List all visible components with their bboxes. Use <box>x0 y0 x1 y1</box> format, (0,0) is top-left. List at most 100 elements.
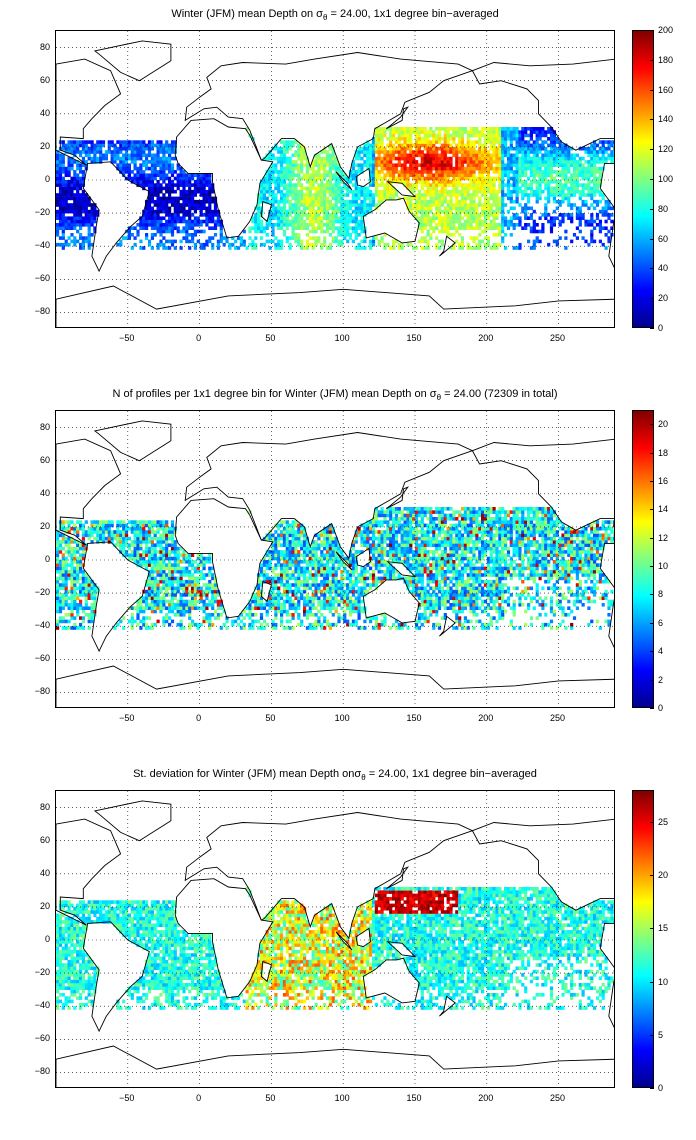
data-cell <box>150 546 154 551</box>
data-cell <box>547 196 551 201</box>
data-cell <box>412 189 416 194</box>
data-cell <box>162 560 166 564</box>
data-cell <box>185 223 189 227</box>
data-cell <box>449 146 453 151</box>
data-cell <box>58 560 63 564</box>
data-cell <box>294 239 298 244</box>
data-cell <box>529 146 533 151</box>
data-cell <box>435 206 439 211</box>
data-cell <box>113 143 117 148</box>
data-cell <box>145 536 149 541</box>
data-cell <box>383 153 387 158</box>
data-cell <box>501 146 505 151</box>
colorbar-tick-mark <box>650 59 654 61</box>
data-cell <box>130 553 134 557</box>
data-cell <box>168 183 172 187</box>
data-cell <box>90 233 94 237</box>
data-cell <box>139 546 143 551</box>
data-cell <box>351 203 355 207</box>
data-cell <box>337 199 341 204</box>
data-cell <box>598 223 602 227</box>
data-cell <box>311 199 315 204</box>
data-cell <box>173 586 177 591</box>
data-cell <box>549 127 554 131</box>
data-cell <box>303 163 307 167</box>
data-cell <box>150 209 154 214</box>
data-cell <box>119 530 123 534</box>
data-cell <box>420 127 424 131</box>
coastline <box>174 118 274 239</box>
data-cell <box>409 137 413 141</box>
data-cell <box>153 183 157 187</box>
data-cell <box>320 226 324 230</box>
data-cell <box>343 229 347 234</box>
data-cell <box>351 209 355 214</box>
data-cell <box>604 246 608 250</box>
data-cell <box>492 150 496 154</box>
data-cell <box>423 180 427 184</box>
data-cell <box>199 560 203 564</box>
data-cell <box>437 183 442 187</box>
data-cell <box>532 242 536 247</box>
data-cell <box>61 163 65 167</box>
data-cell <box>303 213 307 217</box>
data-cell <box>475 156 479 161</box>
data-cell <box>535 163 539 167</box>
data-cell <box>524 146 528 151</box>
data-cell <box>254 246 258 250</box>
data-cell <box>87 616 91 620</box>
data-cell <box>196 186 200 191</box>
data-cell <box>173 176 177 181</box>
data-cell <box>432 186 436 191</box>
data-cell <box>136 143 140 148</box>
data-cell <box>168 189 172 194</box>
data-cell <box>153 219 157 224</box>
data-cell <box>469 130 473 134</box>
data-cell <box>380 133 384 138</box>
data-cell <box>193 589 197 594</box>
data-cell <box>348 173 353 177</box>
data-cell <box>475 140 479 144</box>
data-cell <box>374 186 378 191</box>
data-cell <box>79 603 83 607</box>
data-cell <box>572 176 577 181</box>
data-cell <box>460 130 465 134</box>
data-cell <box>176 613 180 617</box>
data-cell <box>153 160 157 164</box>
data-cell <box>437 146 442 151</box>
data-cell <box>320 183 324 187</box>
data-cell <box>64 556 68 561</box>
data-cell <box>311 193 315 197</box>
data-cell <box>168 603 172 607</box>
data-cell <box>515 143 519 148</box>
data-cell <box>308 186 312 191</box>
data-cell <box>64 593 68 597</box>
data-cell <box>297 223 301 227</box>
data-cell <box>443 216 447 220</box>
data-cell <box>325 186 330 191</box>
data-cell <box>452 153 456 158</box>
data-cell <box>481 146 485 151</box>
data-cell <box>294 219 298 224</box>
data-cell <box>389 196 393 201</box>
data-cell <box>587 242 591 247</box>
data-cell <box>176 219 180 224</box>
data-cell <box>481 133 485 138</box>
data-cell <box>213 203 218 207</box>
data-cell <box>64 216 68 220</box>
data-cell <box>541 176 545 181</box>
data-cell <box>176 553 180 557</box>
data-cell <box>185 236 189 240</box>
data-cell <box>521 143 525 148</box>
data-cell <box>208 616 212 620</box>
data-cell <box>282 170 287 174</box>
data-cell <box>489 219 493 224</box>
data-cell <box>228 246 232 250</box>
data-cell <box>328 223 332 227</box>
data-cell <box>529 150 533 154</box>
data-cell <box>472 226 476 230</box>
data-cell <box>460 193 465 197</box>
data-cell <box>176 206 180 211</box>
data-cell <box>159 166 163 171</box>
data-cell <box>346 233 350 237</box>
